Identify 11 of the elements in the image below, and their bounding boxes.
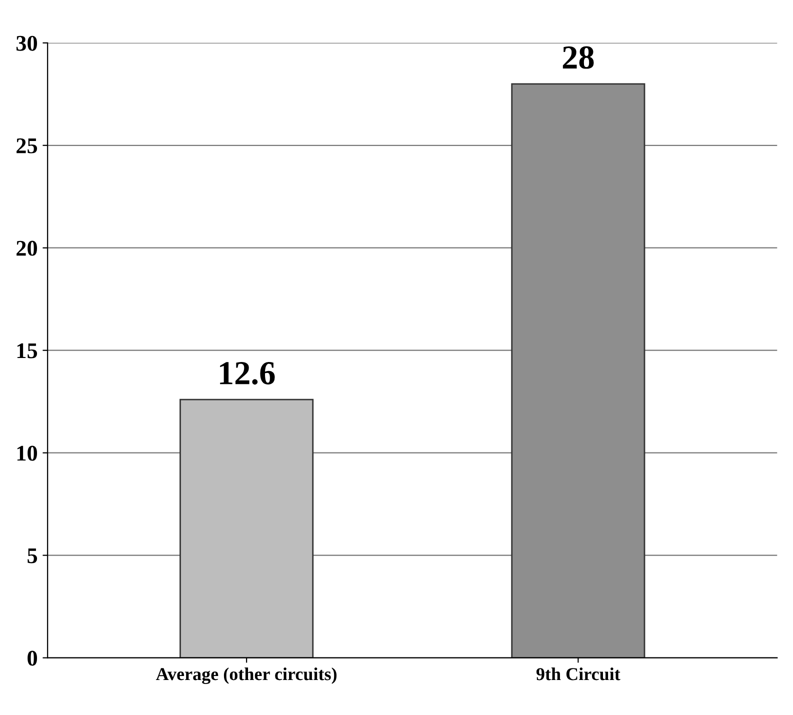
data-label: 12.6 (220, 362, 275, 385)
y-tick-label: 5 (28, 548, 38, 564)
y-tick-label: 30 (16, 36, 38, 51)
x-tick-label: Average (other circuits) (156, 668, 337, 684)
y-tick-label: 15 (17, 343, 38, 358)
data-label: 28 (562, 46, 594, 69)
x-tick-label: 9th Circuit (536, 668, 620, 680)
y-tick-label: 20 (16, 240, 38, 256)
y-tick-label: 0 (28, 650, 38, 666)
y-tick-label: 25 (16, 138, 38, 154)
y-tick-label: 10 (17, 446, 38, 461)
